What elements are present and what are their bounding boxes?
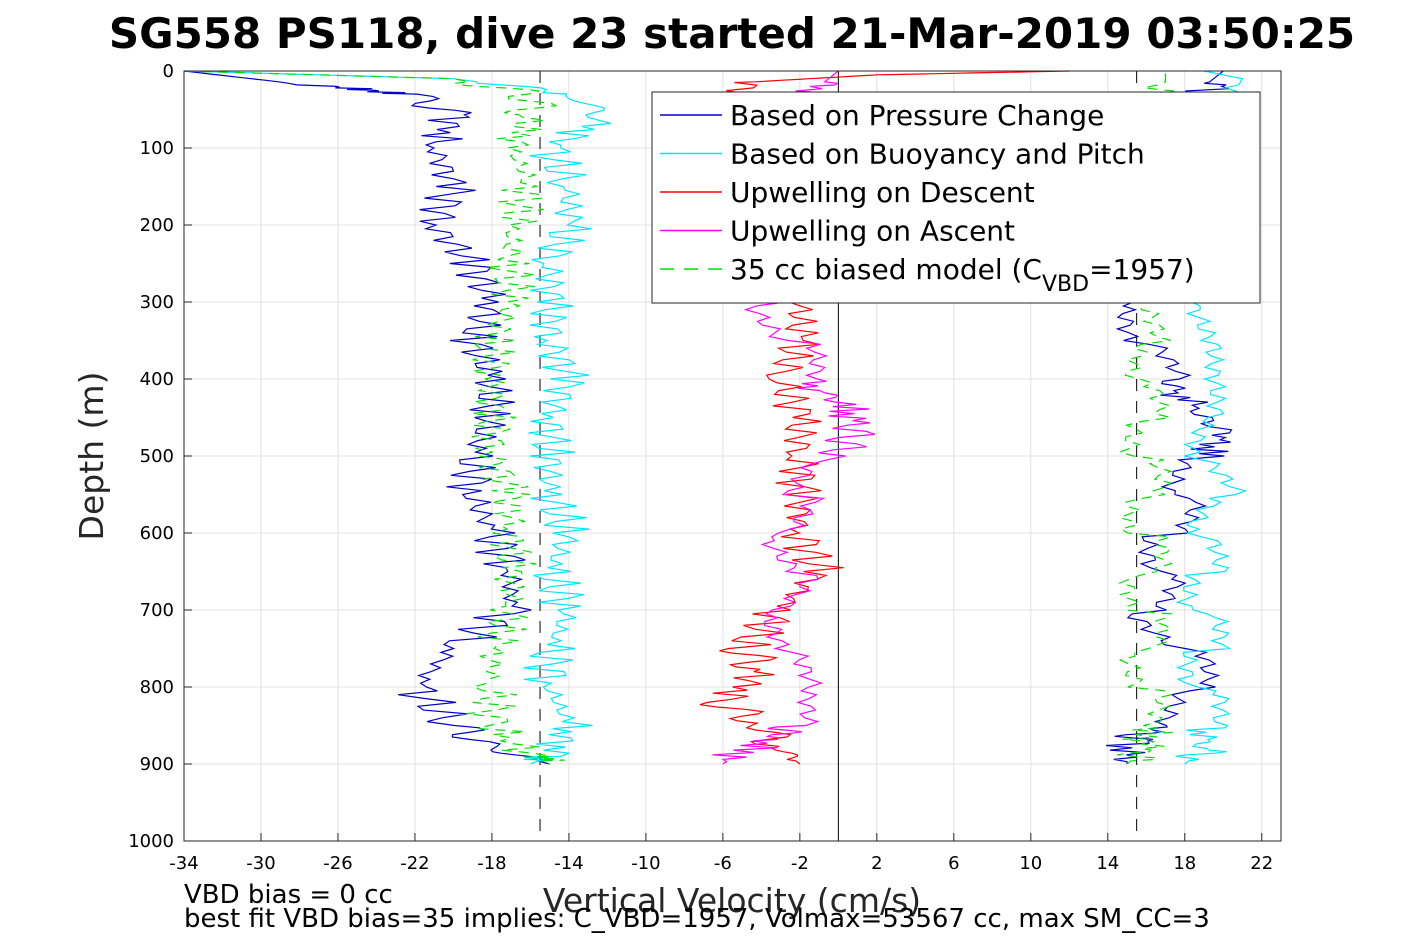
x-tick-label: -6 — [714, 853, 732, 874]
legend-label: Upwelling on Descent — [730, 176, 1035, 209]
y-tick-label: 500 — [140, 446, 174, 467]
tick-labels: -34 -30 -26 -22 -18 -14 -10 -6 -2 2 6 10 14 18 2201002… — [128, 61, 1273, 874]
x-tick-label: 22 — [1250, 853, 1273, 874]
x-tick-label: -10 — [631, 853, 660, 874]
x-tick-label: -2 — [791, 853, 809, 874]
y-tick-label: 700 — [140, 600, 174, 621]
legend-label: Based on Buoyancy and Pitch — [730, 138, 1145, 171]
x-tick-label: -18 — [477, 853, 506, 874]
series-line-4-descent — [183, 70, 565, 765]
series-line-1-descent — [183, 70, 612, 765]
y-axis-label: Depth (m) — [72, 372, 111, 541]
legend-label: 35 cc biased model (CVBD=1957) — [730, 253, 1195, 297]
x-tick-label: -30 — [246, 853, 275, 874]
y-tick-label: 900 — [140, 754, 174, 775]
y-tick-label: 0 — [163, 61, 174, 82]
series-line-0-descent — [183, 70, 550, 765]
y-tick-label: 400 — [140, 369, 174, 390]
y-tick-label: 300 — [140, 292, 174, 313]
vbd-bias-note: VBD bias = 0 cc — [184, 880, 393, 910]
x-tick-label: -22 — [400, 853, 429, 874]
x-tick-label: 6 — [948, 853, 959, 874]
best-fit-note: best fit VBD bias=35 implies: C_VBD=1957… — [184, 904, 1210, 934]
x-tick-label: 18 — [1173, 853, 1196, 874]
legend-label: Based on Pressure Change — [730, 99, 1104, 132]
x-tick-label: 2 — [871, 853, 882, 874]
legend-box — [651, 91, 1261, 304]
x-tick-label: -26 — [323, 853, 352, 874]
x-tick-label: -34 — [169, 853, 198, 874]
x-tick-label: -14 — [554, 853, 583, 874]
chart-title: SG558 PS118, dive 23 started 21-Mar-2019… — [109, 9, 1355, 58]
x-axis-label: Vertical Velocity (cm/s) — [543, 881, 921, 920]
legend-label: Upwelling on Ascent — [730, 215, 1015, 248]
y-tick-label: 800 — [140, 677, 174, 698]
legend: Based on Pressure Change Based on Buoyanc… — [651, 91, 1261, 304]
y-tick-label: 100 — [140, 138, 174, 159]
y-tick-label: 200 — [140, 215, 174, 236]
y-tick-label: 600 — [140, 523, 174, 544]
x-tick-label: 14 — [1096, 853, 1119, 874]
y-tick-label: 1000 — [128, 831, 174, 852]
x-tick-label: 10 — [1019, 853, 1042, 874]
